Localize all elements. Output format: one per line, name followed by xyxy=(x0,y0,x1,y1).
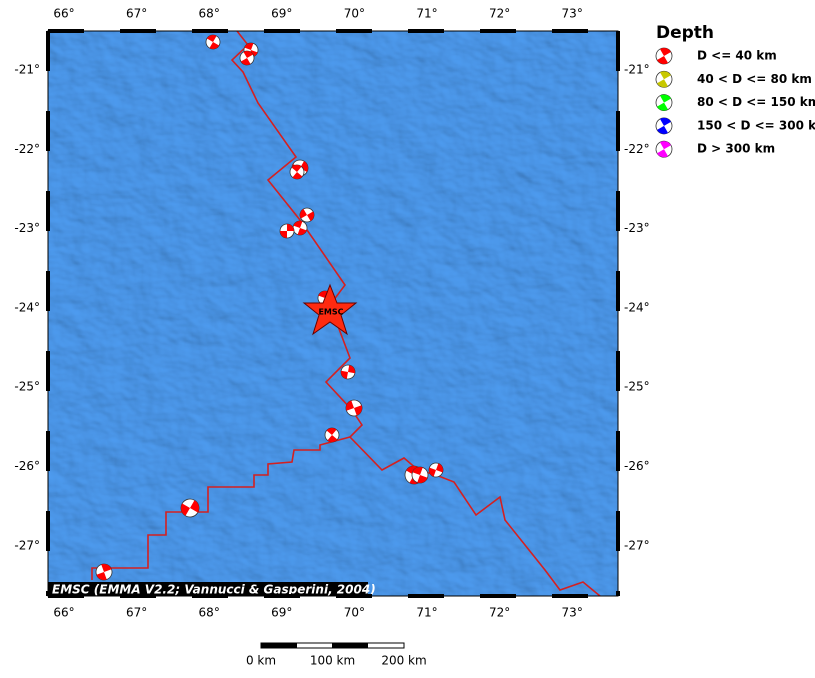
lon-label: 73° xyxy=(562,7,583,21)
lon-label: 68° xyxy=(199,606,220,620)
lon-label: 66° xyxy=(53,606,74,620)
lat-label: -24° xyxy=(624,300,650,314)
focal-mechanism xyxy=(180,498,200,518)
lat-label: -21° xyxy=(624,63,650,77)
ball-quadrant xyxy=(429,463,443,477)
focal-mechanism xyxy=(411,466,429,484)
scale-label: 200 km xyxy=(381,654,426,668)
lat-label: -25° xyxy=(14,380,40,394)
lat-label: -23° xyxy=(624,221,650,235)
focal-mechanism xyxy=(289,164,305,180)
scale-bar xyxy=(260,642,405,649)
lat-label: -24° xyxy=(14,300,40,314)
lon-label: 67° xyxy=(126,606,147,620)
legend-title: Depth xyxy=(656,23,714,43)
plate-boundary xyxy=(230,31,601,596)
focal-mechanism xyxy=(324,427,340,443)
lon-label: 69° xyxy=(271,7,292,21)
ball-quadrant xyxy=(291,165,303,179)
lat-label: -22° xyxy=(14,142,40,156)
ball-quadrant xyxy=(657,71,671,88)
lat-label: -27° xyxy=(624,538,650,552)
lon-label: 67° xyxy=(126,7,147,21)
focal-mechanism xyxy=(340,364,356,380)
lat-label: -23° xyxy=(14,221,40,235)
scale-label: 100 km xyxy=(310,654,355,668)
ball-quadrant xyxy=(96,564,112,580)
focal-mechanism xyxy=(428,462,444,478)
focal-mechanism xyxy=(655,117,673,135)
focal-mechanism xyxy=(655,140,673,158)
map-frame xyxy=(46,29,620,598)
lon-label: 70° xyxy=(344,7,365,21)
plate-boundary xyxy=(91,436,351,580)
lon-label: 73° xyxy=(562,606,583,620)
ball-quadrant xyxy=(657,94,671,111)
legend-label: 40 < D <= 80 km xyxy=(697,72,812,86)
legend-label: 80 < D <= 150 km xyxy=(697,95,815,109)
ball-quadrant xyxy=(346,400,362,416)
ball-quadrant xyxy=(657,117,671,134)
ball-quadrant xyxy=(657,141,671,158)
ball-quadrant xyxy=(412,467,428,483)
legend-label: 150 < D <= 300 km xyxy=(697,118,815,132)
ball-quadrant xyxy=(206,35,220,49)
epicenter-star xyxy=(302,283,358,336)
lat-label: -21° xyxy=(14,63,40,77)
focal-mechanism xyxy=(279,223,295,239)
ball-quadrant xyxy=(300,208,314,222)
ball-quadrant xyxy=(341,365,355,379)
lat-label: -22° xyxy=(624,142,650,156)
credit-box xyxy=(48,582,368,596)
lon-label: 66° xyxy=(53,7,74,21)
epicenter-label: EMSC xyxy=(318,308,343,317)
credit: EMSC (EMMA V2.2; Vannucci & Gasperini, 2… xyxy=(52,583,376,597)
ball-quadrant xyxy=(181,500,199,516)
lon-label: 70° xyxy=(344,606,365,620)
lon-label: 71° xyxy=(416,606,437,620)
ball-quadrant xyxy=(280,224,294,238)
ball-quadrant xyxy=(293,221,307,235)
focal-mechanism xyxy=(239,50,255,66)
ball-quadrant xyxy=(326,428,338,442)
lon-label: 71° xyxy=(416,7,437,21)
focal-mechanism xyxy=(655,70,673,88)
map-area: EMSC EMSC (EMMA V2.2; Vannucci & Gasperi… xyxy=(48,31,618,597)
ball-quadrant xyxy=(244,43,258,57)
lat-label: -25° xyxy=(624,380,650,394)
ball-quadrant xyxy=(240,51,254,65)
lon-label: 68° xyxy=(199,7,220,21)
focal-mechanism xyxy=(95,563,113,581)
legend-label: D <= 40 km xyxy=(697,49,777,63)
scale-label: 0 km xyxy=(246,654,276,668)
lat-label: -26° xyxy=(624,459,650,473)
lon-label: 72° xyxy=(489,606,510,620)
focal-mechanism xyxy=(292,220,308,236)
focal-mechanism xyxy=(655,94,673,111)
focal-mechanism xyxy=(205,34,221,50)
focal-mechanism xyxy=(655,47,673,65)
legend-label: D > 300 km xyxy=(697,142,775,156)
focal-mechanism xyxy=(299,207,315,223)
ball-quadrant xyxy=(657,48,671,64)
lon-label: 69° xyxy=(271,606,292,620)
focal-mechanism xyxy=(345,399,363,417)
lon-label: 72° xyxy=(489,7,510,21)
focal-mechanisms xyxy=(95,34,444,581)
lat-label: -27° xyxy=(14,538,40,552)
lat-label: -26° xyxy=(14,459,40,473)
